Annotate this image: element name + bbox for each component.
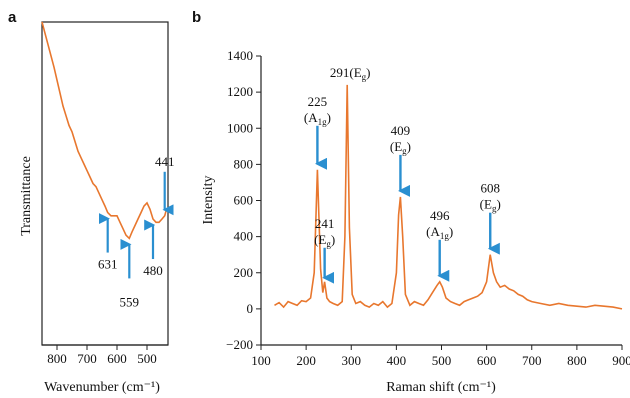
panel-b-x-tick-label: 800 xyxy=(567,353,587,368)
panel-a-frame xyxy=(41,21,169,346)
annotation-mode-label: (Eg) xyxy=(390,139,411,156)
annotation-label: 241 xyxy=(315,216,335,231)
panel-a-ticks: 800 700 600 500 xyxy=(47,345,157,366)
panel-a-series-line xyxy=(41,21,168,240)
panel-b-ticks: 100 200 300 400 500 600 700 800 900 −200 0 200 400 60… xyxy=(226,48,630,368)
panel-b-x-tick-label: 300 xyxy=(342,353,362,368)
panel-b-annotations: (A1g)225(Eg)241291(Eg)(Eg)409(A1g)496(Eg… xyxy=(304,65,501,284)
annotation-label: 480 xyxy=(143,263,163,278)
panel-b-letter: b xyxy=(192,9,201,26)
panel-a-annotation: 441 xyxy=(155,154,175,216)
panel-a-x-tick-label: 600 xyxy=(107,351,127,366)
panel-a-annotation: 631 xyxy=(98,213,118,272)
panel-b-x-tick-label: 400 xyxy=(387,353,407,368)
annotation-label: 608 xyxy=(480,181,500,196)
panel-b-annotation: (Eg)241 xyxy=(314,216,335,284)
annotation-mode-label: (A1g) xyxy=(426,224,453,241)
panel-b-x-tick-label: 900 xyxy=(612,353,630,368)
panel-b-series xyxy=(274,84,623,310)
panel-b-y-tick-label: 1400 xyxy=(227,48,253,63)
annotation-mode-label: (Eg) xyxy=(480,197,501,214)
panel-a-letter: a xyxy=(8,9,17,26)
panel-b-y-tick-label: 400 xyxy=(234,229,254,244)
panel-b-y-tick-label: 1000 xyxy=(227,120,253,135)
panel-b-y-tick-label: 600 xyxy=(234,193,254,208)
panel-b-x-label: Raman shift (cm⁻¹) xyxy=(386,380,496,395)
annotation-label: 409 xyxy=(391,123,411,138)
annotation-label: 631 xyxy=(98,257,118,272)
panel-b-y-tick-label: 200 xyxy=(234,265,254,280)
annotation-label: 441 xyxy=(155,154,175,169)
panel-b-annotation: (A1g)496 xyxy=(426,208,453,282)
panel-b-x-tick-label: 100 xyxy=(251,353,271,368)
panel-b-annotation: (Eg)608 xyxy=(480,181,501,255)
annotation-label: 559 xyxy=(120,294,140,309)
panel-a-x-tick-label: 500 xyxy=(137,351,157,366)
panel-a-x-tick-label: 800 xyxy=(47,351,67,366)
annotation-mode-label: (Eg) xyxy=(314,232,335,249)
panel-b-x-tick-label: 700 xyxy=(522,353,542,368)
panel-b-y-tick-label: 1200 xyxy=(227,84,253,99)
panel-b-annotation: (A1g)225 xyxy=(304,94,331,170)
panel-b-x-tick-label: 500 xyxy=(432,353,452,368)
panel-a-annotations: 631 559 480 441 xyxy=(98,154,175,310)
annotation-label: 496 xyxy=(430,208,450,223)
panel-b-series-line xyxy=(274,84,623,310)
panel-a-annotation: 559 xyxy=(120,238,140,309)
panel-b-annotation: (Eg)409 xyxy=(390,123,411,197)
panel-a-y-label: Transmittance xyxy=(19,156,34,236)
panel-b-y-tick-label: 0 xyxy=(247,301,254,316)
panel-b-y-label: Intensity xyxy=(201,176,216,225)
panel-b-y-tick-label: 800 xyxy=(234,156,254,171)
panel-b-y-tick-label: −200 xyxy=(226,337,253,352)
panel-b-annotation: 291(Eg) xyxy=(330,65,371,82)
panel-b-x-tick-label: 600 xyxy=(477,353,497,368)
annotation-label: 291(Eg) xyxy=(330,65,371,82)
panel-a-x-label: Wavenumber (cm⁻¹) xyxy=(44,380,160,395)
panel-b-x-tick-label: 200 xyxy=(296,353,316,368)
annotation-mode-label: (A1g) xyxy=(304,110,331,127)
panel-a-annotation: 480 xyxy=(143,219,163,278)
panel-a-x-tick-label: 700 xyxy=(77,351,97,366)
annotation-label: 225 xyxy=(308,94,328,109)
panel-a-series xyxy=(41,21,168,240)
